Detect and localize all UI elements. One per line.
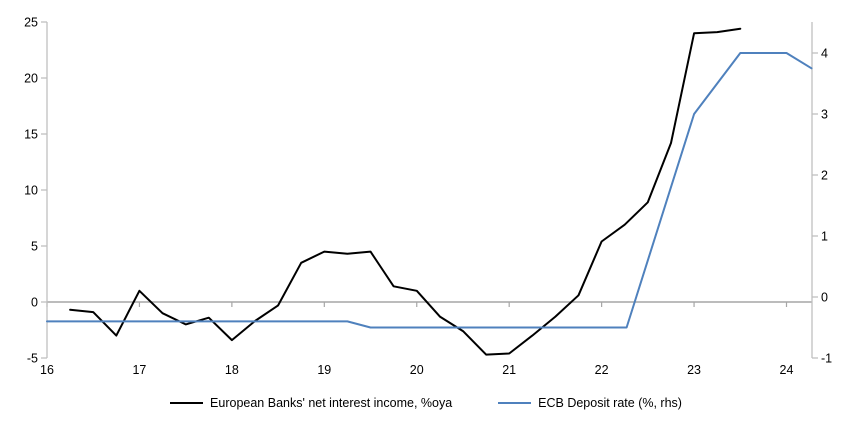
legend-line-swatch-blue xyxy=(498,402,532,404)
series-line-net-interest-income xyxy=(69,27,742,356)
y-axis-right-tick-label: 3 xyxy=(821,108,828,122)
x-axis-tick-label: 24 xyxy=(780,363,794,377)
chart-legend: European Banks' net interest income, %oy… xyxy=(0,392,852,414)
x-axis-tick-label: 22 xyxy=(595,363,609,377)
y-axis-left-tick-label: 0 xyxy=(31,296,38,310)
series-line-ecb-deposit-rate xyxy=(46,52,813,329)
y-axis-left-tick-label: 10 xyxy=(24,184,38,198)
y-axis-left-tick-label: 5 xyxy=(31,240,38,254)
x-axis-tick-label: 19 xyxy=(317,363,331,377)
legend-item-net-interest-income: European Banks' net interest income, %oy… xyxy=(170,397,452,410)
y-axis-left-tick-label: -5 xyxy=(27,352,38,366)
y-axis-left-tick-label: 25 xyxy=(24,16,38,30)
x-axis-tick-label: 23 xyxy=(687,363,701,377)
x-axis-tick-label: 21 xyxy=(502,363,516,377)
y-axis-left-tick-label: 20 xyxy=(24,72,38,86)
y-axis-right-tick-label: 2 xyxy=(821,169,828,183)
legend-label-net-interest-income: European Banks' net interest income, %oy… xyxy=(210,395,453,410)
x-axis-tick-label: 16 xyxy=(40,363,54,377)
y-axis-left-tick-label: 15 xyxy=(24,128,38,142)
x-axis-tick-label: 17 xyxy=(132,363,146,377)
y-axis-right-tick-label: 0 xyxy=(821,291,828,305)
legend-label-ecb-deposit-rate: ECB Deposit rate (%, rhs) xyxy=(538,395,682,410)
y-axis-right-tick-label: -1 xyxy=(821,352,832,366)
x-axis-tick-label: 18 xyxy=(225,363,239,377)
y-axis-right-tick-label: 4 xyxy=(821,47,828,61)
x-axis-tick-label: 20 xyxy=(410,363,424,377)
legend-item-ecb-deposit-rate: ECB Deposit rate (%, rhs) xyxy=(498,397,682,410)
y-axis-right-tick-label: 1 xyxy=(821,230,828,244)
legend-line-swatch-black xyxy=(170,402,204,404)
